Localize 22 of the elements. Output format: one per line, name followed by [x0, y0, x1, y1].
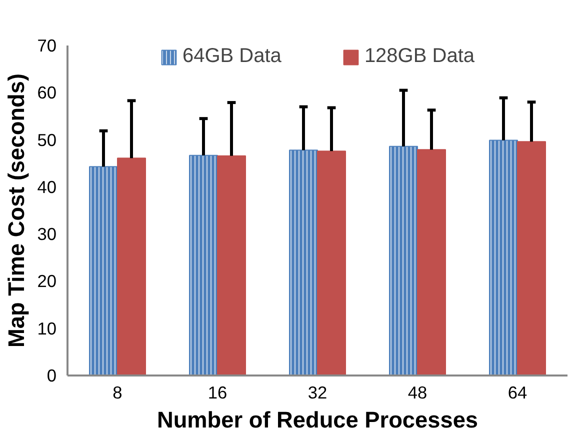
legend-label: 128GB Data — [364, 45, 475, 68]
y-tick-label: 0 — [46, 366, 57, 386]
y-tick-label: 60 — [37, 82, 57, 103]
y-axis-title: Map Time Cost (seconds) — [3, 73, 30, 348]
bar — [217, 155, 246, 376]
x-axis-title: Number of Reduce Processes — [156, 406, 478, 432]
bar — [417, 149, 446, 376]
y-tick-label: 10 — [37, 318, 57, 338]
y-tick-label: 70 — [37, 36, 57, 56]
x-tick-label: 8 — [112, 382, 122, 402]
bar — [117, 158, 146, 376]
legend-label: 64GB Data — [182, 45, 282, 68]
y-tick-label: 20 — [37, 271, 57, 292]
x-tick-label: 48 — [408, 382, 428, 402]
y-tick-label: 40 — [37, 176, 57, 197]
y-tick-label: 50 — [37, 130, 57, 150]
x-tick-label: 64 — [508, 382, 528, 402]
y-tick-label: 30 — [37, 224, 57, 244]
x-tick-label: 16 — [208, 382, 228, 402]
bar — [317, 150, 346, 376]
bar — [517, 141, 546, 376]
x-tick-label: 32 — [308, 382, 328, 402]
